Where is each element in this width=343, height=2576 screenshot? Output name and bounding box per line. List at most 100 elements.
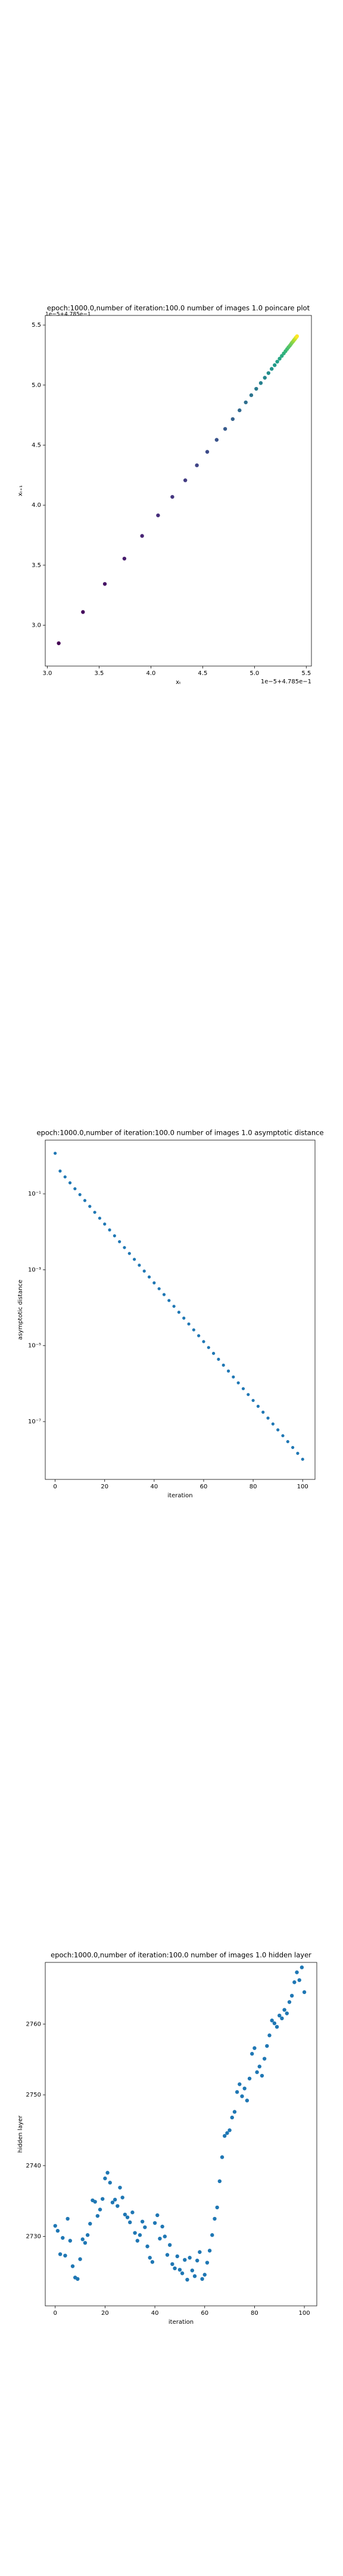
y-tick-label: 10⁻⁷ xyxy=(28,1419,41,1425)
x-tick-label: 100 xyxy=(297,1484,308,1490)
point xyxy=(93,1210,96,1214)
point xyxy=(95,2213,100,2218)
point xyxy=(120,2196,124,2200)
x-axis-label: xₜ xyxy=(176,679,181,686)
x-tick-label: 3.5 xyxy=(94,670,104,677)
point xyxy=(232,1375,235,1379)
point xyxy=(265,2044,269,2048)
y-axis-label: xₜ₊₁ xyxy=(17,485,24,496)
x-tick-label: 100 xyxy=(299,2310,310,2317)
point xyxy=(223,427,227,431)
point xyxy=(217,2179,222,2184)
point xyxy=(83,2241,88,2245)
y-offset: 1e−5+4.785e−1 xyxy=(45,312,91,318)
point xyxy=(125,2215,130,2219)
point xyxy=(152,1281,156,1284)
point xyxy=(128,2220,132,2225)
y-tick-label: 5.5 xyxy=(32,322,41,329)
x-tick-label: 4.0 xyxy=(146,670,155,677)
point xyxy=(150,2260,155,2264)
point xyxy=(273,363,277,367)
point xyxy=(140,534,144,538)
point xyxy=(295,1970,299,1974)
point xyxy=(105,2171,110,2175)
point xyxy=(113,1234,116,1238)
point xyxy=(155,2213,160,2218)
point xyxy=(277,2013,282,2018)
point xyxy=(182,1316,186,1320)
point xyxy=(135,2238,139,2243)
point xyxy=(66,2216,70,2221)
point xyxy=(223,2134,227,2138)
point xyxy=(165,2253,170,2257)
point xyxy=(205,2261,210,2265)
point xyxy=(63,1175,67,1179)
point xyxy=(280,2016,284,2021)
point xyxy=(275,2024,279,2029)
y-tick-label: 4.5 xyxy=(32,442,41,448)
point xyxy=(230,417,235,421)
point xyxy=(167,2243,172,2247)
point xyxy=(113,2197,117,2202)
point xyxy=(177,1311,181,1314)
point xyxy=(202,1340,205,1343)
point xyxy=(215,2205,219,2210)
point xyxy=(272,2021,277,2026)
point xyxy=(220,2155,224,2159)
point xyxy=(88,1205,92,1208)
point xyxy=(250,2052,254,2056)
point xyxy=(270,2018,274,2023)
point xyxy=(145,2244,149,2249)
point xyxy=(291,1445,295,1450)
point xyxy=(195,2258,199,2263)
point xyxy=(236,1381,240,1385)
point xyxy=(198,2250,202,2254)
point xyxy=(152,2221,157,2225)
x-tick-label: 40 xyxy=(150,1484,158,1490)
point xyxy=(170,2262,174,2267)
point xyxy=(255,2070,259,2075)
point xyxy=(160,2224,164,2229)
point xyxy=(240,2094,244,2098)
point xyxy=(249,393,254,397)
point xyxy=(282,2008,286,2012)
point xyxy=(116,2204,120,2208)
point xyxy=(142,1270,146,1273)
point xyxy=(226,1369,230,1373)
point xyxy=(251,1398,255,1402)
y-tick-label: 10⁻⁵ xyxy=(28,1343,41,1349)
point xyxy=(260,2073,264,2078)
x-tick-label: 20 xyxy=(101,1484,108,1490)
point xyxy=(108,2181,112,2185)
point xyxy=(102,582,107,586)
y-axis-label: asymptotic distance xyxy=(17,1280,24,1340)
point xyxy=(130,2210,135,2215)
y-tick-label: 3.5 xyxy=(32,562,41,569)
x-tick-label: 5.5 xyxy=(301,670,311,677)
point xyxy=(163,2234,167,2238)
point xyxy=(247,1393,250,1397)
point xyxy=(222,1363,225,1367)
point xyxy=(88,2222,92,2226)
point xyxy=(55,2228,60,2233)
chart-title: epoch:1000.0,number of iteration:100.0 n… xyxy=(47,304,310,312)
point xyxy=(247,2076,252,2080)
point xyxy=(286,1440,289,1444)
point xyxy=(138,2233,142,2237)
point xyxy=(122,556,127,561)
y-tick-label: 5.0 xyxy=(32,382,41,389)
point xyxy=(300,1965,304,1970)
point xyxy=(147,1275,151,1279)
point xyxy=(58,1169,62,1173)
point xyxy=(123,2212,127,2216)
y-tick-label: 2730 xyxy=(26,2234,41,2240)
x-tick-label: 40 xyxy=(151,2310,159,2317)
point xyxy=(238,408,242,413)
point xyxy=(296,1451,300,1455)
point xyxy=(257,2064,261,2069)
point xyxy=(127,1252,131,1255)
point xyxy=(271,1422,275,1426)
chart: epoch:1000.0,number of iteration:100.0 n… xyxy=(17,304,312,686)
chart: epoch:1000.0,number of iteration:100.0 n… xyxy=(17,1129,324,1500)
point xyxy=(170,495,174,499)
